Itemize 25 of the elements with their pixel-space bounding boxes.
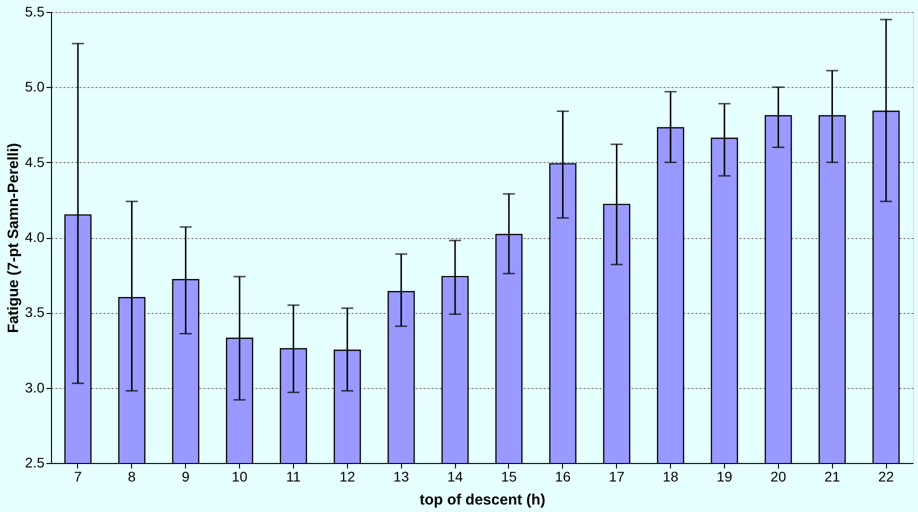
- x-tick-label: 15: [501, 468, 517, 484]
- x-tick-label: 19: [716, 468, 732, 484]
- x-tick-label: 16: [555, 468, 571, 484]
- x-tick-label: 7: [74, 468, 82, 484]
- y-tick-label: 5.5: [25, 4, 45, 20]
- y-tick-label: 4.5: [25, 154, 45, 170]
- x-tick-label: 10: [232, 468, 248, 484]
- x-tick-label: 20: [770, 468, 786, 484]
- y-tick-label: 2.5: [25, 454, 45, 470]
- x-tick-label: 8: [128, 468, 136, 484]
- y-tick-label: 3.0: [25, 379, 45, 396]
- x-tick-label: 14: [447, 468, 464, 484]
- x-tick-label: 17: [608, 468, 625, 484]
- x-tick-label: 13: [393, 468, 410, 484]
- x-tick-label: 21: [824, 468, 840, 484]
- x-tick-label: 9: [182, 468, 190, 484]
- x-tick-label: 18: [662, 468, 679, 484]
- x-tick-label: 22: [878, 468, 894, 484]
- x-axis-title: top of descent (h): [420, 492, 546, 508]
- x-tick-label: 11: [286, 468, 301, 484]
- y-tick-label: 3.5: [25, 304, 45, 320]
- y-axis-title: Fatigue (7-pt Samn-Perelli): [5, 142, 22, 334]
- x-tick-label: 12: [340, 468, 356, 484]
- y-tick-label: 4.0: [25, 229, 45, 245]
- y-tick-label: 5.0: [25, 78, 45, 95]
